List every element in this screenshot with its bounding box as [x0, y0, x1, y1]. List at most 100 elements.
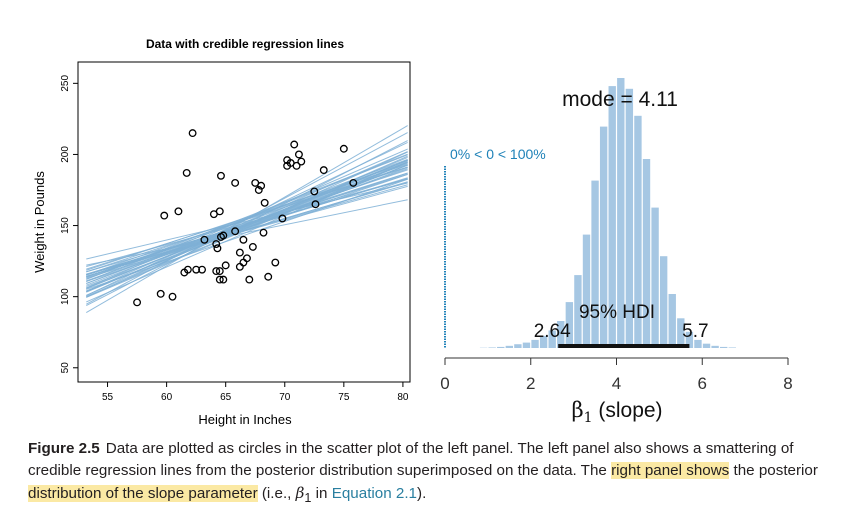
caption-text-2: the posterior — [729, 462, 818, 479]
regression-line — [86, 178, 408, 275]
posterior-x-axis: 0 2 4 6 8 — [440, 357, 793, 393]
data-point — [212, 240, 221, 248]
histogram-bar — [548, 330, 556, 348]
histogram-bar — [720, 346, 728, 348]
histogram-bar — [694, 339, 702, 348]
hdi-low-label: 2.64 — [534, 321, 571, 342]
histogram-bar — [677, 318, 685, 348]
scatter-title: Data with credible regression lines — [146, 37, 344, 51]
mode-label: mode = 4.11 — [562, 88, 678, 111]
caption-label: Figure 2.5 — [28, 440, 100, 457]
posterior-x-tick-label: 0 — [440, 374, 449, 393]
data-point — [235, 262, 244, 271]
y-tick-label: 100 — [60, 288, 71, 305]
x-tick-label: 65 — [220, 392, 232, 403]
data-point — [297, 157, 306, 166]
data-point — [339, 144, 348, 153]
x-tick-label: 70 — [279, 392, 291, 403]
data-point — [200, 235, 209, 244]
data-point — [212, 267, 221, 276]
regression-lines — [86, 125, 408, 313]
hdi-label: 95% HDI — [579, 302, 655, 323]
data-point — [243, 254, 251, 263]
posterior-x-tick-label: 4 — [612, 374, 621, 393]
histogram-bar — [702, 343, 711, 348]
histogram-bar — [591, 180, 599, 348]
data-point — [257, 181, 266, 190]
histogram-bar — [488, 347, 496, 348]
scatter-y-label: Weight in Pounds — [32, 171, 47, 273]
data-point — [290, 140, 299, 149]
caption-beta-symbol: β — [295, 484, 305, 502]
x-tick-label: 60 — [161, 392, 173, 403]
hdi-high-label: 5.7 — [682, 321, 708, 342]
data-point — [215, 275, 224, 284]
histogram-bar — [651, 207, 659, 348]
data-point — [183, 265, 192, 274]
data-point — [192, 265, 201, 274]
histogram-bar — [531, 339, 539, 348]
scatter-points — [133, 129, 358, 307]
data-point — [198, 265, 207, 274]
histogram-bar — [522, 342, 531, 348]
histogram-bar — [711, 345, 719, 348]
data-point — [213, 244, 222, 253]
figure-caption: Figure 2.5 Data are plotted as circles in… — [28, 438, 828, 509]
x-tick-label: 75 — [338, 392, 350, 403]
caption-text-5: ). — [417, 485, 427, 502]
data-point — [215, 267, 224, 276]
data-point — [174, 207, 183, 216]
histogram-bar — [634, 115, 642, 348]
histogram-bar — [608, 86, 616, 348]
data-point — [311, 200, 320, 209]
regression-line — [86, 161, 408, 276]
regression-line — [86, 167, 408, 287]
data-point — [133, 298, 142, 307]
histogram-bar — [505, 345, 514, 348]
histogram-bar — [625, 88, 634, 349]
data-point — [245, 275, 254, 284]
posterior-x-tick-label: 6 — [698, 374, 707, 393]
caption-text-1: Data are plotted as circles in the scatt… — [28, 440, 794, 479]
rope-label: 0% < 0 < 100% — [450, 146, 546, 162]
scatter-x-axis: 55 60 65 70 75 80 — [102, 382, 409, 403]
caption-highlight-1: right panel shows — [611, 462, 730, 479]
data-point — [248, 242, 257, 251]
data-point — [221, 261, 230, 270]
data-point — [239, 258, 248, 267]
posterior-x-label-subscript: 1 — [584, 410, 593, 426]
caption-beta-subscript: 1 — [304, 491, 312, 506]
histogram-bar — [514, 344, 522, 348]
data-point — [231, 227, 240, 236]
data-point — [156, 289, 165, 298]
posterior-x-label-symbol: β — [571, 398, 583, 422]
histogram-bar — [582, 234, 591, 348]
posterior-x-tick-label: 2 — [526, 374, 535, 393]
histogram-bar — [539, 335, 548, 348]
regression-line — [86, 155, 408, 296]
figure: Data with credible regression lines 55 60… — [32, 37, 793, 427]
data-point — [182, 168, 191, 177]
equation-link[interactable]: Equation 2.1 — [331, 485, 418, 502]
regression-line — [86, 178, 408, 290]
histogram-bar — [685, 331, 694, 348]
posterior-histogram — [479, 78, 736, 349]
data-point — [283, 156, 292, 165]
data-point — [215, 207, 224, 216]
histogram-bar — [574, 275, 582, 348]
data-point — [254, 186, 263, 194]
histogram-bar — [565, 302, 574, 348]
scatter-plot-frame — [77, 61, 411, 383]
x-tick-label: 80 — [397, 392, 409, 403]
caption-text-4: in — [311, 485, 332, 502]
data-point — [231, 178, 240, 187]
data-point — [168, 292, 177, 301]
data-point — [217, 171, 225, 180]
histogram-bar — [497, 346, 505, 348]
histogram-bar — [557, 321, 565, 348]
scatter-x-label: Height in Inches — [198, 412, 292, 427]
data-point — [310, 187, 319, 196]
data-point — [264, 272, 273, 281]
y-tick-label: 150 — [60, 217, 71, 234]
data-point — [260, 198, 269, 207]
